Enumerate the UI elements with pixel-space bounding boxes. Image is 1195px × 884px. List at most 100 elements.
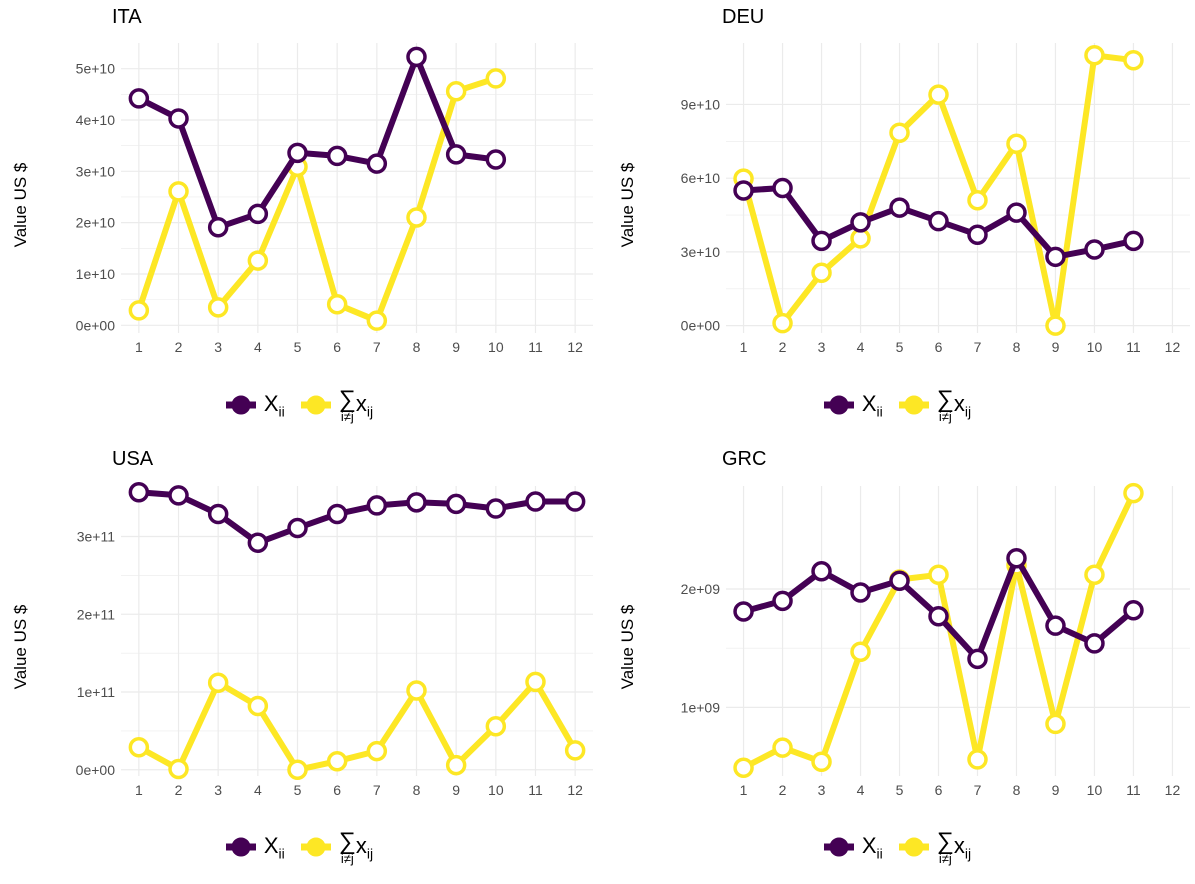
- data-point-xii: [889, 197, 910, 218]
- y-tick-label: 2e+10: [76, 215, 116, 231]
- panel-usa: USA Value US $ 1 2 3 4 5 6 7 8 9 10 11 12 0e+00 1e+11…: [0, 442, 597, 884]
- data-point-sum: [772, 312, 793, 334]
- data-point-xii: [128, 88, 150, 109]
- data-point-xii: [564, 491, 586, 512]
- sum-index: i≠j: [938, 850, 952, 866]
- legend-xii-sub: ii: [876, 845, 883, 862]
- data-point-xii: [1123, 600, 1144, 621]
- x-tick-label: 10: [488, 782, 504, 798]
- data-point-xii: [406, 46, 427, 68]
- data-point-xii: [733, 601, 754, 622]
- legend-item-sum: ∑ i≠j xij: [299, 829, 374, 865]
- data-point-xii: [967, 648, 988, 670]
- data-point-xii: [287, 142, 308, 164]
- data-point-xii: [525, 491, 546, 512]
- data-point-xii: [207, 503, 229, 525]
- legend-label-sum: ∑ i≠j xij: [338, 385, 373, 423]
- y-tick-label: 5e+10: [76, 61, 116, 77]
- legend-sum-base: x: [355, 390, 367, 416]
- legend-label-sum: ∑ i≠j xij: [936, 385, 972, 424]
- y-axis-label: Value US $: [618, 604, 637, 690]
- y-axis-label: Value US $: [11, 604, 30, 690]
- data-point-sum: [928, 84, 949, 105]
- data-point-sum: [485, 715, 507, 737]
- legend-item-xii: Xii: [224, 391, 285, 419]
- legend-sum-sub: ij: [366, 845, 374, 862]
- data-point-sum: [485, 68, 507, 89]
- data-point-sum: [525, 671, 546, 693]
- x-tick-label: 3: [214, 339, 222, 355]
- legend-label-xii: Xii: [862, 391, 883, 419]
- legend-key-sum: [300, 395, 331, 415]
- legend-key-xii: [823, 837, 854, 857]
- data-point-xii: [168, 108, 189, 129]
- data-point-sum: [366, 310, 388, 331]
- legend: Xii ∑ i≠j xij: [0, 380, 597, 430]
- x-tick-label: 5: [896, 339, 904, 355]
- data-point-xii: [485, 149, 507, 170]
- x-tick-label: 7: [373, 782, 381, 798]
- data-point-xii: [1006, 547, 1027, 569]
- x-tick-label: 8: [1013, 339, 1021, 355]
- data-point-xii: [967, 224, 988, 245]
- data-point-xii: [406, 492, 427, 513]
- data-point-sum: [1123, 482, 1144, 504]
- data-point-xii: [287, 517, 308, 539]
- series-line-sum: [135, 75, 499, 324]
- x-tick-label: 8: [413, 782, 421, 798]
- sum-index: i≠j: [938, 408, 952, 424]
- legend-sum-base: x: [355, 832, 367, 858]
- y-tick-label: 6e+10: [681, 170, 721, 186]
- data-point-sum: [287, 759, 308, 781]
- y-tick-label: 0e+00: [76, 317, 116, 333]
- x-tick-label: 2: [175, 339, 183, 355]
- legend-sum-sub: ij: [964, 403, 972, 420]
- data-point-xii: [1084, 239, 1105, 260]
- data-point-sum: [1084, 564, 1105, 586]
- data-point-sum: [445, 80, 467, 102]
- data-point-xii: [1045, 615, 1066, 636]
- legend-item-sum: ∑ i≠j xij: [897, 385, 972, 424]
- data-point-sum: [406, 207, 427, 228]
- legend-label-sum: ∑ i≠j xij: [937, 829, 971, 866]
- y-tick-label: 2e+11: [77, 606, 115, 622]
- sum-symbol: ∑: [338, 385, 356, 413]
- data-point-sum: [811, 262, 832, 284]
- data-point-xii: [445, 144, 467, 165]
- x-tick-label: 11: [1126, 782, 1141, 798]
- data-point-sum: [733, 757, 754, 778]
- data-point-xii: [733, 180, 754, 201]
- y-tick-label: 9e+10: [681, 96, 721, 112]
- x-tick-label: 1: [135, 782, 143, 798]
- x-tick-label: 2: [175, 782, 183, 798]
- data-point-sum: [1123, 49, 1144, 71]
- data-point-xii: [168, 485, 189, 506]
- x-tick-label: 6: [935, 339, 943, 355]
- x-tick-label: 11: [528, 782, 543, 798]
- legend-xii-base: X: [263, 832, 279, 858]
- legend-xii-sub: ii: [278, 403, 285, 420]
- data-point-sum: [850, 641, 871, 662]
- data-point-sum: [772, 737, 793, 758]
- legend-key-xii: [823, 395, 854, 415]
- sum-symbol: ∑: [936, 385, 954, 413]
- series-line-xii: [135, 53, 499, 231]
- x-tick-label: 8: [413, 339, 421, 355]
- legend: Xii ∑ i≠j xij: [598, 822, 1195, 872]
- data-point-sum: [247, 250, 269, 271]
- data-point-sum: [128, 300, 150, 321]
- data-point-xii: [1045, 246, 1066, 268]
- data-point-sum: [889, 122, 910, 143]
- legend-label-xii: Xii: [862, 833, 883, 861]
- x-tick-label: 5: [294, 339, 302, 355]
- x-tick-label: 6: [935, 782, 943, 798]
- legend: Xii ∑ i≠j xij: [0, 822, 597, 872]
- x-tick-label: 1: [740, 782, 748, 798]
- data-point-xii: [772, 177, 793, 199]
- x-tick-label: 3: [818, 782, 826, 798]
- data-point-sum: [326, 750, 348, 772]
- legend-xii-base: X: [263, 390, 279, 416]
- data-point-xii: [811, 230, 832, 252]
- x-tick-label: 5: [294, 782, 302, 798]
